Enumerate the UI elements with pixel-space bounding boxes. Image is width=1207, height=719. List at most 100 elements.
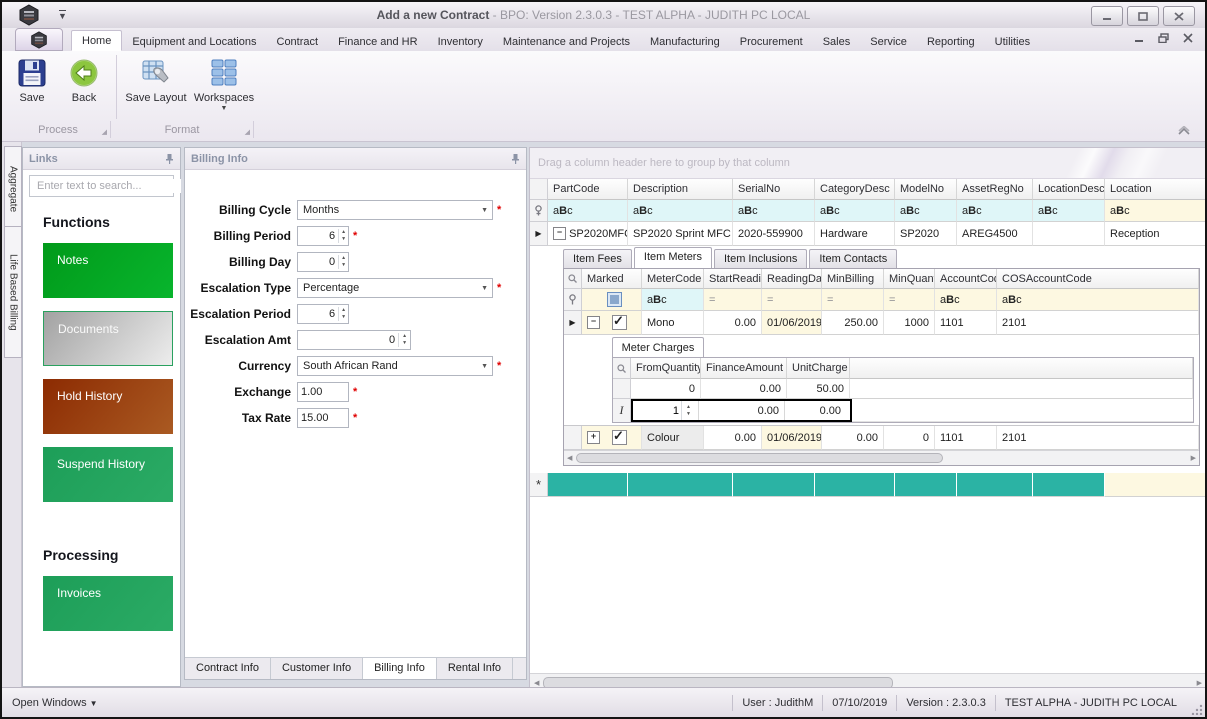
scrollbar-thumb[interactable]	[576, 453, 944, 463]
col-accountcode[interactable]: AccountCode	[935, 269, 997, 289]
ribbon-tab-contract[interactable]: Contract	[276, 36, 319, 48]
tab-billing-info[interactable]: Billing Info	[363, 658, 437, 679]
col-readingdate[interactable]: ReadingDate	[762, 269, 822, 289]
mdi-close-icon[interactable]	[1183, 33, 1193, 43]
open-windows-button[interactable]: Open Windows ▼	[12, 696, 98, 709]
filter-readingdate[interactable]: =	[762, 289, 822, 311]
maximize-button[interactable]	[1127, 6, 1159, 26]
mdi-minimize-icon[interactable]	[1134, 33, 1144, 43]
col-fromquantity[interactable]: FromQuantity	[631, 358, 701, 379]
filter-startreading[interactable]: =	[704, 289, 762, 311]
currency-select[interactable]: South African Rand ▼	[297, 356, 493, 376]
cell-metercode[interactable]: Colour	[642, 426, 704, 450]
cell-modelno[interactable]: SP2020	[895, 222, 957, 246]
col-minbilling[interactable]: MinBilling	[822, 269, 884, 289]
new-cell-modelno[interactable]	[895, 473, 957, 497]
col-metercode[interactable]: MeterCode	[642, 269, 704, 289]
col-description[interactable]: Description	[628, 179, 733, 200]
meters-row-colour[interactable]: + Colour 0.00 01/06/2019 0.00 0 1101 210…	[564, 425, 1199, 450]
checkbox-checked[interactable]	[612, 428, 627, 445]
filter-description[interactable]: aBc	[628, 200, 733, 222]
cell-minbilling[interactable]: 250.00	[822, 311, 884, 335]
collapse-icon[interactable]: −	[553, 227, 566, 240]
workspaces-button[interactable]: Workspaces ▼	[189, 53, 259, 121]
cell-fromquantity[interactable]: 0	[631, 379, 701, 399]
cell-minquantity[interactable]: 0	[884, 426, 935, 450]
col-categorydesc[interactable]: CategoryDesc	[815, 179, 895, 200]
meters-row-mono[interactable]: ▶ − Mono 0.00 01/06/2019 250.00 1000 110…	[564, 311, 1199, 335]
cell-accountcode[interactable]: 1101	[935, 311, 997, 335]
col-minquantity[interactable]: MinQuantity	[884, 269, 935, 289]
cell-marked[interactable]: −	[582, 311, 642, 335]
cell-locationdesc[interactable]	[1033, 222, 1105, 246]
mdi-restore-icon[interactable]	[1158, 33, 1169, 43]
ribbon-tab-equipment-and-locations[interactable]: Equipment and Locations	[132, 36, 257, 48]
cell-unitcharge[interactable]: 0.00	[785, 401, 846, 420]
col-assetregno[interactable]: AssetRegNo	[957, 179, 1033, 200]
ribbon-tab-reporting[interactable]: Reporting	[926, 36, 975, 48]
tab-item-fees[interactable]: Item Fees	[563, 249, 632, 268]
dialog-launcher-icon[interactable]: ◢	[244, 129, 250, 136]
filter-accountcode[interactable]: aBc	[935, 289, 997, 311]
cell-categorydesc[interactable]: Hardware	[815, 222, 895, 246]
tab-customer-info[interactable]: Customer Info	[271, 658, 364, 679]
col-partcode[interactable]: PartCode	[548, 179, 628, 200]
filter-location[interactable]: aBc	[1105, 200, 1205, 222]
detail-horizontal-scrollbar[interactable]: ◀ ▶	[564, 450, 1199, 465]
grid-data-row[interactable]: ▶ − SP2020MFC SP2020 Sprint MFC 2020-559…	[530, 222, 1205, 246]
checkbox-checked[interactable]	[612, 313, 627, 330]
tab-item-contacts[interactable]: Item Contacts	[809, 249, 898, 268]
filter-assetregno[interactable]: aBc	[957, 200, 1033, 222]
pin-icon[interactable]	[511, 153, 520, 164]
search-icon[interactable]	[564, 269, 582, 289]
billing-day-spinner[interactable]: ▲▼	[297, 252, 349, 272]
escalation-amt-spinner[interactable]: ▲▼	[297, 330, 411, 350]
notes-button[interactable]: Notes	[43, 243, 173, 298]
escalation-type-select[interactable]: Percentage ▼	[297, 278, 493, 298]
filter-minquantity[interactable]: =	[884, 289, 935, 311]
col-serialno[interactable]: SerialNo	[733, 179, 815, 200]
filter-locationdesc[interactable]: aBc	[1033, 200, 1105, 222]
cell-metercode[interactable]: Mono	[642, 311, 704, 335]
invoices-button[interactable]: Invoices	[43, 576, 173, 631]
cell-cosaccountcode[interactable]: 2101	[997, 311, 1199, 335]
ribbon-tab-sales[interactable]: Sales	[822, 36, 851, 48]
new-cell-assetregno[interactable]	[957, 473, 1033, 497]
cell-readingdate[interactable]: 01/06/2019	[762, 311, 822, 335]
ribbon-tab-finance-and-hr[interactable]: Finance and HR	[338, 36, 418, 48]
cell-unitcharge[interactable]: 50.00	[787, 379, 850, 399]
fromquantity-input[interactable]	[633, 403, 681, 418]
new-cell-locationdesc[interactable]	[1033, 473, 1105, 497]
cell-financeamount[interactable]: 0.00	[699, 401, 785, 420]
cell-readingdate[interactable]: 01/06/2019	[762, 426, 822, 450]
tax-rate-field[interactable]	[297, 408, 349, 428]
col-unitcharge[interactable]: UnitCharge	[787, 358, 850, 379]
resize-grip-icon[interactable]	[1191, 703, 1203, 715]
ribbon-tab-inventory[interactable]: Inventory	[437, 36, 483, 48]
billing-cycle-select[interactable]: Months ▼	[297, 200, 493, 220]
tab-contract-info[interactable]: Contract Info	[185, 658, 271, 679]
new-cell-partcode[interactable]	[548, 473, 628, 497]
back-button[interactable]: Back	[58, 53, 110, 121]
billing-period-spinner[interactable]: ▲▼	[297, 226, 349, 246]
filter-metercode[interactable]: aBc	[642, 289, 704, 311]
filter-modelno[interactable]: aBc	[895, 200, 957, 222]
documents-button[interactable]: Documents	[43, 311, 173, 366]
filter-cosaccountcode[interactable]: aBc	[997, 289, 1199, 311]
tab-item-inclusions[interactable]: Item Inclusions	[713, 249, 808, 268]
tab-meter-charges[interactable]: Meter Charges	[612, 337, 704, 357]
cell-partcode[interactable]: − SP2020MFC	[548, 222, 628, 246]
tab-rental-info[interactable]: Rental Info	[437, 658, 514, 679]
ribbon-collapse-icon[interactable]	[1177, 126, 1191, 135]
hold-history-button[interactable]: Hold History	[43, 379, 173, 434]
charges-row-editing[interactable]: I ▲▼ 0.00 0.00	[613, 399, 1193, 422]
ribbon-tab-procurement[interactable]: Procurement	[739, 36, 803, 48]
scroll-right-icon[interactable]: ▶	[1190, 455, 1196, 462]
scroll-right-icon[interactable]: ▶	[1196, 679, 1202, 687]
editing-cells[interactable]: ▲▼ 0.00 0.00	[631, 399, 852, 422]
cell-location[interactable]: Reception	[1105, 222, 1205, 246]
collapse-icon[interactable]: −	[587, 316, 600, 329]
side-tab-aggregate[interactable]: Aggregate	[4, 146, 22, 232]
fromquantity-editor[interactable]: ▲▼	[633, 401, 699, 420]
cell-minbilling[interactable]: 0.00	[822, 426, 884, 450]
